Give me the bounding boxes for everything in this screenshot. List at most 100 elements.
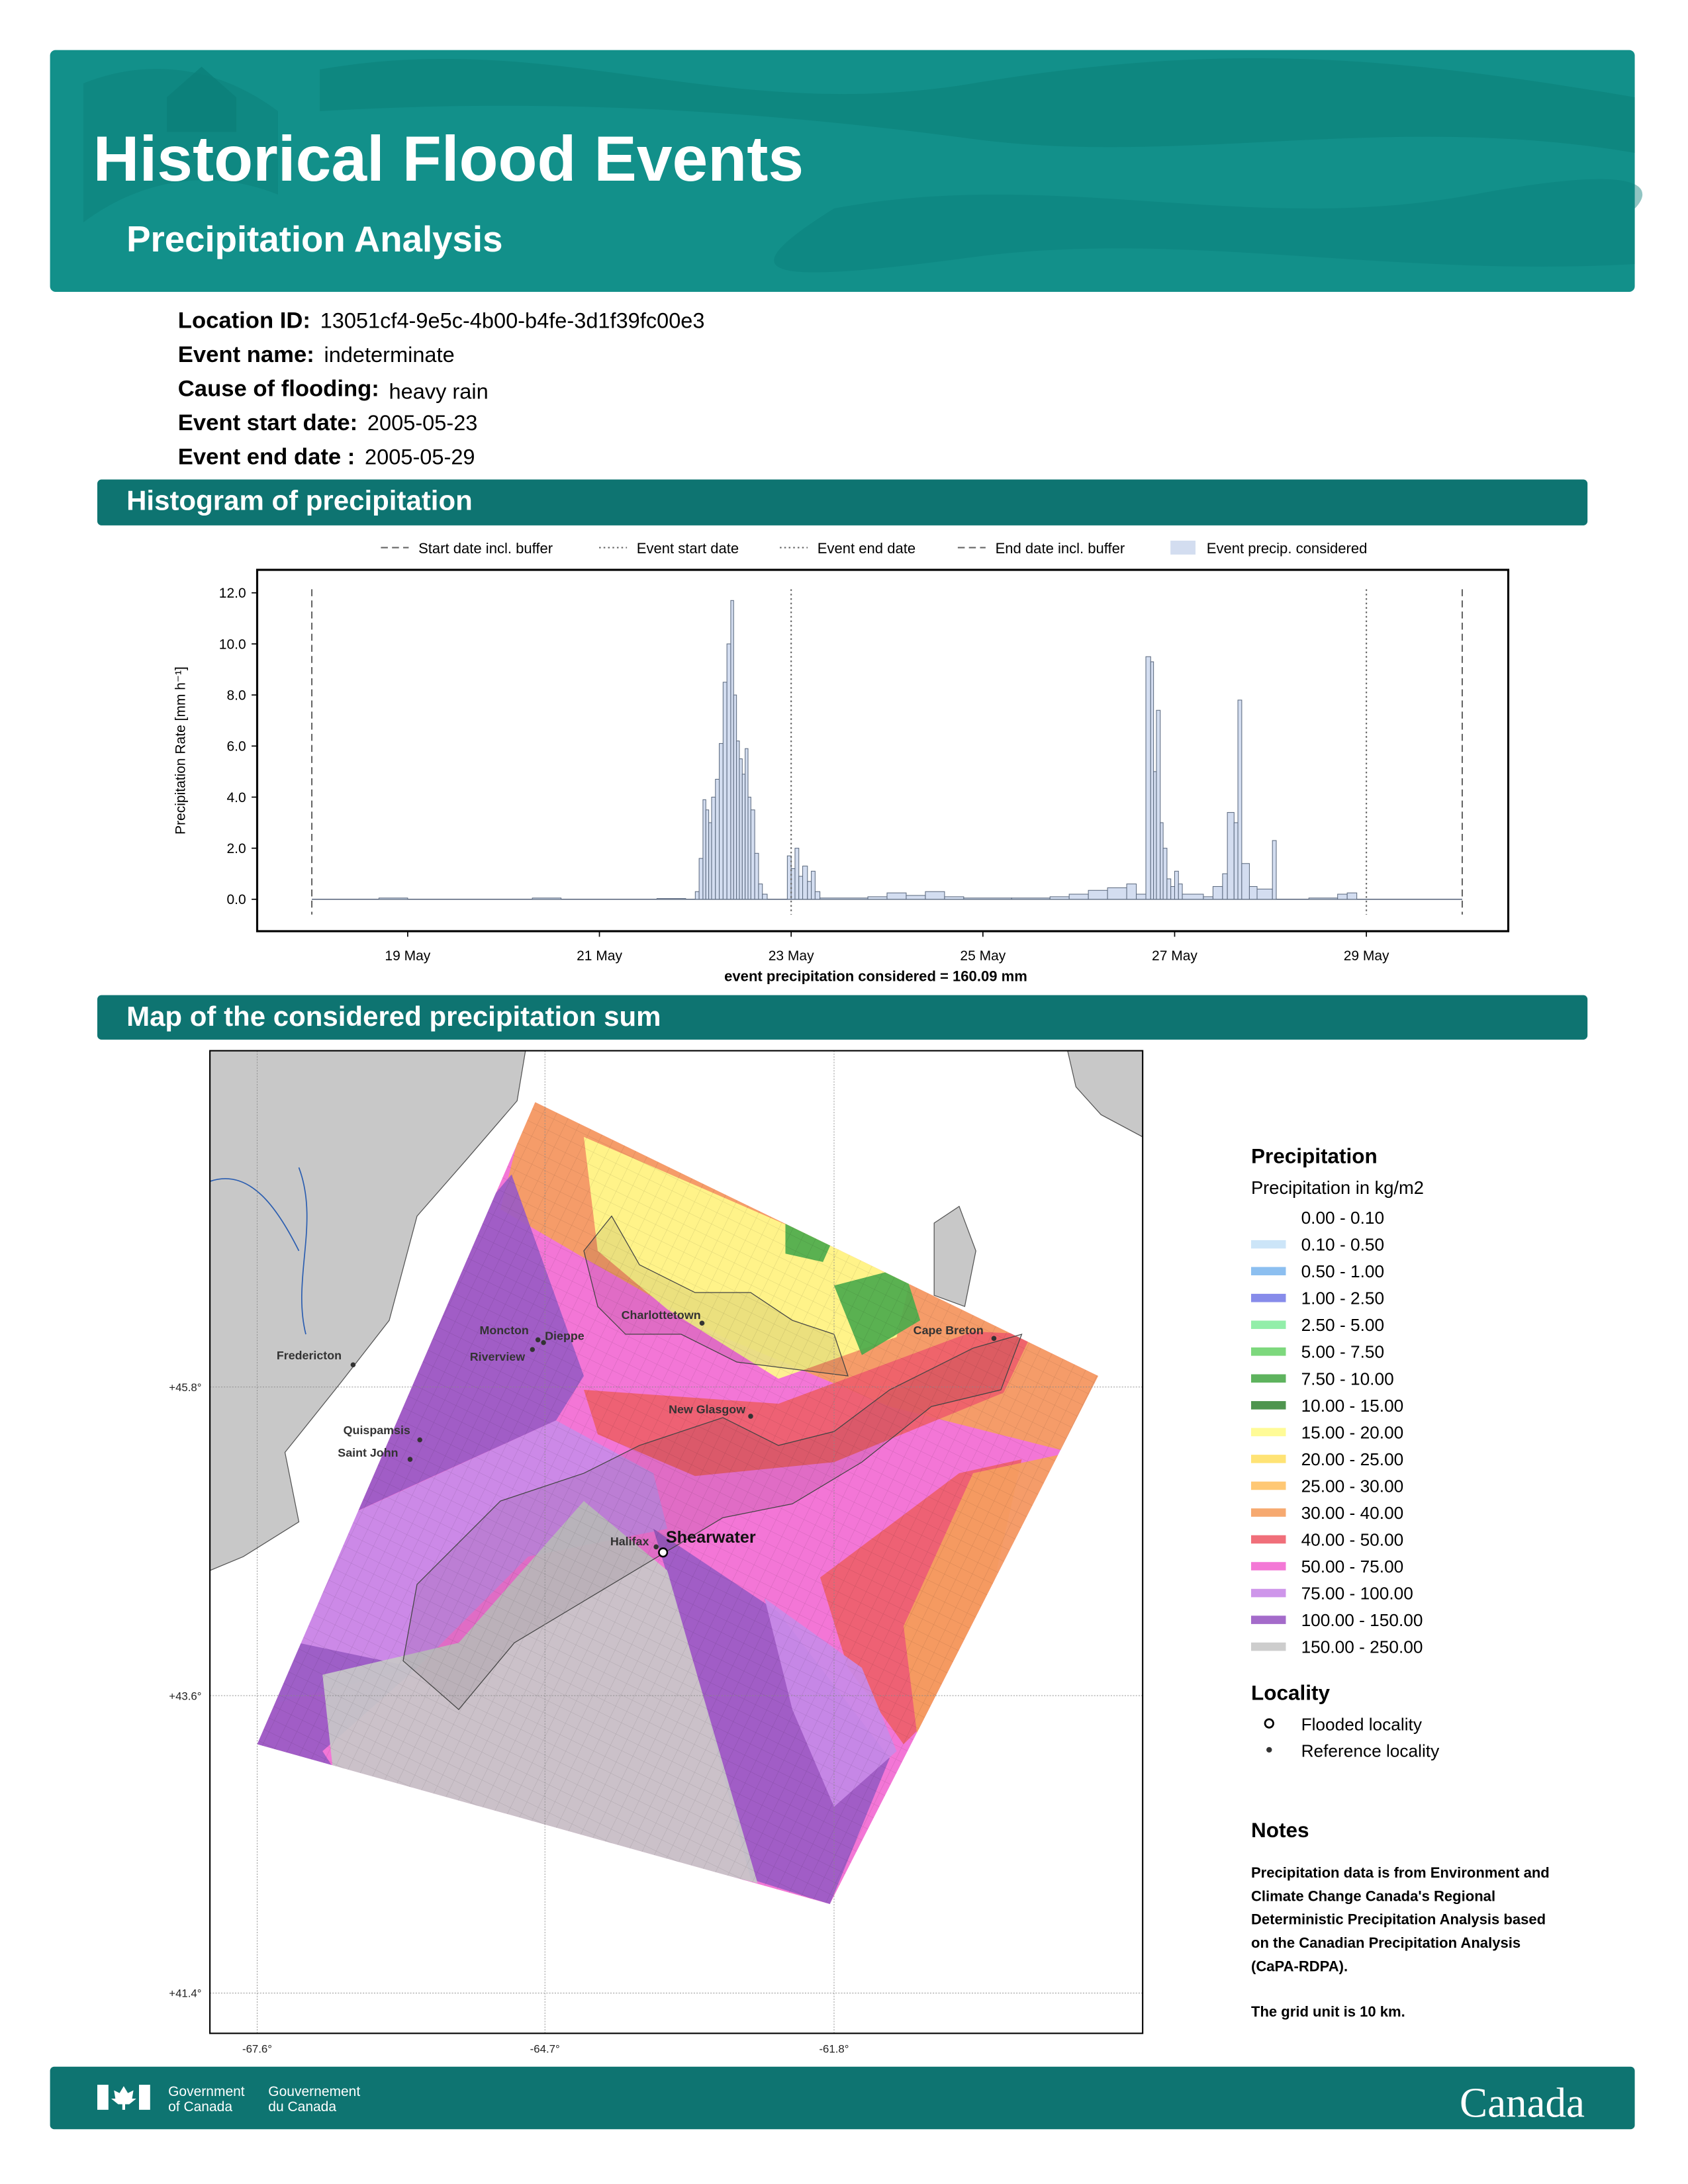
bar <box>820 897 868 900</box>
reference-dot <box>535 1337 541 1343</box>
reference-dot <box>350 1362 356 1368</box>
legend-label: 75.00 - 100.00 <box>1301 1584 1413 1604</box>
legend-label: 150.00 - 250.00 <box>1301 1637 1423 1657</box>
bar <box>944 896 964 900</box>
footer: Government of Canada Gouvernement du Can… <box>50 2066 1635 2130</box>
bar <box>906 895 926 900</box>
land <box>210 1050 526 1571</box>
legend-swatch <box>1250 1213 1286 1222</box>
flooded-locality-label: Shearwater <box>666 1528 756 1547</box>
bar <box>867 896 888 900</box>
map-legend: Precipitation Precipitation in kg/m2 Loc… <box>1250 1144 1550 2020</box>
info-value: 2005-05-23 <box>367 411 477 435</box>
bar <box>694 891 700 900</box>
event-info: Location ID: 13051cf4-9e5c-4b00-b4fe-3d1f… <box>178 308 705 470</box>
legend-swatch <box>1250 1455 1286 1463</box>
legend-swatch <box>1250 1481 1286 1490</box>
note-text: The grid unit is 10 km. <box>1251 2003 1405 2020</box>
legend-swatch <box>1250 1508 1286 1517</box>
legend-label: Flooded locality <box>1301 1715 1423 1735</box>
legend-label: 100.00 - 150.00 <box>1301 1610 1423 1630</box>
header-title: Historical Flood Events <box>93 124 804 195</box>
footer-text: Government <box>168 2084 245 2099</box>
legend-subtitle: Precipitation in kg/m2 <box>1251 1177 1424 1198</box>
bar <box>378 897 408 900</box>
bar <box>1150 661 1154 900</box>
bar <box>1068 893 1089 900</box>
header-subtitle: Precipitation Analysis <box>126 219 502 259</box>
bar <box>1203 896 1213 900</box>
reference-dot <box>530 1347 536 1352</box>
bar <box>1156 709 1161 900</box>
legend-label: 10.00 - 15.00 <box>1301 1396 1404 1416</box>
x-tick-label: 27 May <box>1152 948 1197 964</box>
map-frame <box>209 1050 1144 2034</box>
bar <box>708 822 712 900</box>
x-tick-label: 25 May <box>960 948 1006 964</box>
legend-label: 40.00 - 50.00 <box>1301 1529 1404 1549</box>
locality-label: Dieppe <box>545 1329 585 1342</box>
bar <box>747 796 751 900</box>
legend-label: 30.00 - 40.00 <box>1301 1503 1404 1523</box>
reference-dot <box>407 1457 413 1462</box>
x-tick-label: 19 May <box>385 948 430 964</box>
lat-tick-label: +45.8° <box>169 1381 201 1394</box>
flag-bar <box>97 2085 109 2110</box>
bar <box>1308 897 1338 900</box>
legend-swatch <box>1250 1240 1286 1249</box>
bar <box>739 758 743 900</box>
bar <box>802 866 808 900</box>
reference-dot <box>699 1320 705 1326</box>
legend-swatch <box>1250 1293 1286 1302</box>
bar <box>715 778 720 900</box>
bar <box>1212 886 1223 900</box>
locality-label: Charlottetown <box>622 1308 701 1322</box>
x-tick-label: 21 May <box>577 948 622 964</box>
bar <box>794 848 800 900</box>
footer-text: of Canada <box>168 2099 232 2115</box>
land <box>1067 1050 1143 1138</box>
locality-label: Quispamsis <box>344 1424 410 1437</box>
legend-label: 0.00 - 0.10 <box>1301 1208 1385 1228</box>
legend-label: Reference locality <box>1301 1741 1440 1760</box>
y-tick-label: 6.0 <box>226 739 246 754</box>
bar <box>1227 812 1235 900</box>
canada-wordmark: Canada <box>1460 2079 1585 2126</box>
plot-frame <box>256 569 1510 933</box>
reference-dot <box>748 1414 753 1419</box>
y-tick-label: 0.0 <box>226 892 246 907</box>
bar <box>963 897 1012 900</box>
bar <box>886 892 907 900</box>
note-text: on the Canadian Precipitation Analysis <box>1251 1934 1521 1951</box>
bar <box>1145 656 1151 900</box>
legend-label: 15.00 - 20.00 <box>1301 1422 1404 1442</box>
locality-label: Moncton <box>479 1324 528 1337</box>
flooded-marker <box>658 1547 669 1558</box>
note-text: Deterministic Precipitation Analysis bas… <box>1251 1911 1546 1928</box>
locality-label: Riverview <box>470 1350 525 1363</box>
bar <box>726 643 731 900</box>
reference-dot <box>417 1437 422 1443</box>
river <box>210 1167 308 1335</box>
legend-swatch <box>1250 1562 1286 1570</box>
map: Moncton Dieppe Riverview Charlottetown C… <box>169 1050 1144 2056</box>
bar <box>702 799 706 900</box>
section-bar <box>97 479 1588 525</box>
lon-tick-label: -61.8° <box>819 2043 849 2056</box>
info-label: Location ID: <box>178 308 310 334</box>
bar <box>705 809 710 900</box>
locality-labels: Moncton Dieppe Riverview Charlottetown C… <box>277 1308 984 1548</box>
bar <box>719 743 724 900</box>
info-label: Cause of flooding: <box>178 377 379 402</box>
legend-label: Event precip. considered <box>1207 540 1368 557</box>
bar <box>754 852 759 900</box>
legend-swatch <box>1250 1588 1286 1598</box>
y-tick-label: 4.0 <box>226 790 246 805</box>
bar <box>1174 870 1179 900</box>
map-content: Moncton Dieppe Riverview Charlottetown C… <box>210 1050 1143 2034</box>
bar <box>1182 893 1204 900</box>
lon-tick-label: -64.7° <box>530 2043 560 2056</box>
bar <box>762 893 768 900</box>
